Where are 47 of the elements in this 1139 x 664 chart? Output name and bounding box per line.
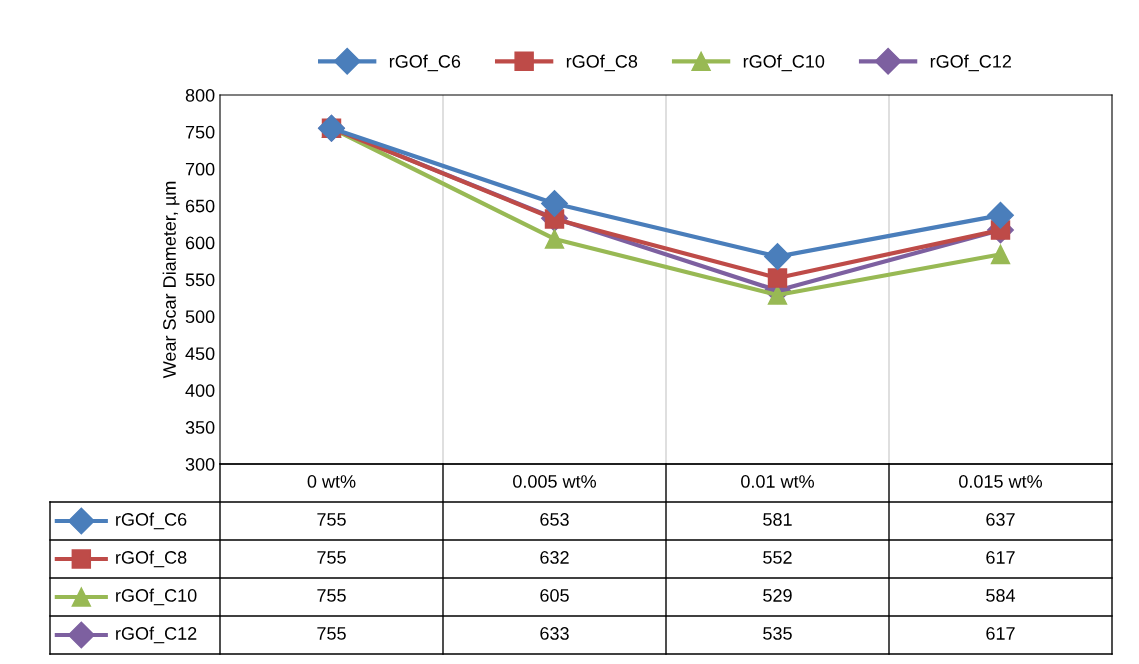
y-tick-label: 800 (185, 88, 215, 102)
data-label: 755 (317, 627, 346, 640)
point (987, 201, 1014, 229)
point (767, 285, 788, 305)
data-label: 633 (540, 627, 569, 640)
data-label: 529 (763, 589, 792, 602)
y-tick-label: 550 (185, 273, 215, 287)
y-tick-label: 450 (185, 347, 215, 361)
text: rGOf_C8 (116, 550, 187, 568)
point (544, 229, 565, 249)
y-tick-label: 400 (185, 384, 215, 397)
data-label: 584 (986, 589, 1016, 602)
x-tick-label: 0.005 wt% (513, 475, 597, 488)
legend-label: rGOf_C12 (930, 54, 1011, 72)
legend-label: rGOf_C8 (566, 54, 638, 72)
point (990, 244, 1011, 265)
y-tick-label: 650 (185, 199, 215, 213)
legend-label: rGOf_C6 (389, 54, 461, 72)
y-tick-label: 500 (185, 310, 215, 324)
data-label: 632 (540, 551, 569, 564)
y-tick-label: 750 (185, 125, 215, 139)
y-tick-label: 350 (185, 421, 215, 434)
data-label: 552 (763, 551, 792, 564)
data-label: 617 (986, 627, 1015, 640)
data-label: 535 (763, 627, 792, 640)
data-label: 755 (317, 589, 346, 602)
point (767, 268, 788, 288)
data-label: 653 (540, 513, 569, 526)
y-tick-label: 700 (185, 162, 215, 176)
point (764, 243, 791, 271)
y-tick-label: 600 (185, 236, 215, 250)
x-tick-label: 0.015 wt% (959, 475, 1043, 488)
text: rGOf_C10 (116, 588, 197, 606)
data-label: 581 (763, 513, 792, 526)
data-label: 755 (317, 551, 346, 564)
legend-label: rGOf_C10 (743, 54, 825, 72)
x-tick-label: 0.01 wt% (741, 475, 814, 488)
x-tick-label: 0 wt% (307, 475, 356, 488)
y-tick-label: 300 (185, 457, 215, 471)
text: rGOf_C6 (116, 512, 187, 530)
text: rGOf_C12 (116, 626, 197, 644)
data-label: 637 (986, 513, 1015, 526)
data-label: 617 (986, 551, 1015, 564)
point (541, 190, 568, 217)
y-axis-title: Wear Scar Diameter, µm (162, 181, 180, 379)
data-label: 605 (540, 589, 569, 602)
data-label: 755 (317, 513, 346, 526)
